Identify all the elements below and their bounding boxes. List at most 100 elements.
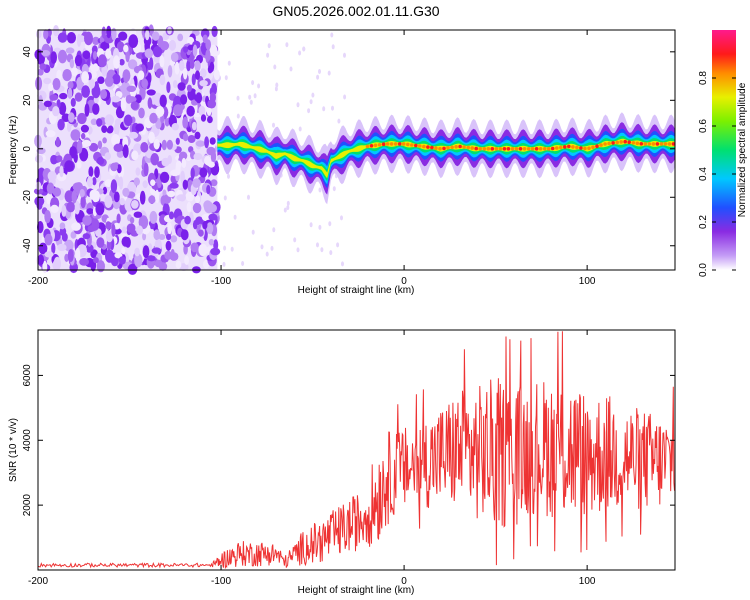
noise-blob — [187, 135, 196, 143]
noise-blob — [208, 213, 218, 221]
ridge-peak-dot — [510, 147, 515, 151]
noise-blob — [67, 249, 74, 262]
noise-blob — [112, 73, 121, 85]
noise-blob — [202, 34, 208, 44]
snr-x-axis-label: Height of straight line (km) — [298, 585, 415, 596]
ridge-peak-dot — [418, 144, 422, 148]
ridge-peak-dot — [486, 147, 491, 151]
noise-blob — [111, 95, 121, 103]
noise-blob — [210, 179, 218, 187]
snr-y-tick-label: 6000 — [22, 364, 33, 387]
noise-speck — [330, 32, 334, 38]
noise-blob — [180, 229, 189, 241]
noise-blob — [105, 221, 112, 230]
noise-blob — [48, 83, 54, 92]
spectrogram-frame — [37, 29, 676, 271]
noise-blob — [199, 80, 208, 87]
noise-blob — [184, 215, 191, 225]
noise-blob — [186, 84, 192, 93]
snr-line — [37, 331, 675, 570]
noise-blob — [92, 51, 98, 60]
ridge-peak-dot — [462, 145, 466, 149]
noise-blob — [91, 84, 101, 99]
noise-blob — [57, 32, 68, 43]
noise-blob — [39, 63, 47, 70]
noise-blob — [105, 48, 112, 59]
noise-blob — [66, 121, 72, 132]
ridge-peak-dot — [498, 147, 503, 151]
noise-speck — [327, 70, 331, 76]
ridge-peak-dot — [583, 146, 587, 151]
noise-speck — [223, 195, 227, 201]
noise-speck — [285, 42, 289, 48]
noise-blob — [104, 114, 115, 126]
colorbar-tick-label: 0.6 — [698, 119, 709, 133]
noise-blob — [80, 124, 89, 133]
noise-blob — [199, 167, 208, 178]
noise-blob — [177, 82, 186, 91]
noise-blob — [77, 112, 87, 125]
noise-blob — [127, 263, 138, 275]
noise-blob — [111, 27, 117, 41]
ridge-peak-dot — [639, 142, 644, 146]
ridge-peak-dot — [406, 142, 410, 147]
noise-blob — [71, 222, 81, 231]
snr-x-tick-label: 0 — [401, 576, 407, 587]
noise-blob — [96, 48, 104, 56]
snr-y-tick-label: 4000 — [22, 429, 33, 452]
noise-blob — [69, 58, 75, 69]
noise-blob — [68, 112, 75, 123]
noise-blob — [121, 236, 130, 247]
noise-blob — [129, 131, 139, 139]
noise-blob — [210, 247, 221, 256]
noise-speck — [236, 113, 240, 119]
ridge-peak-dot — [442, 146, 446, 151]
ridge-peak-dot — [615, 140, 619, 145]
noise-blob — [149, 210, 158, 224]
noise-blob — [52, 187, 62, 197]
snr-series — [37, 331, 675, 570]
noise-blob — [148, 131, 155, 144]
noise-blob — [195, 140, 206, 147]
noise-speck — [247, 194, 250, 200]
noise-blob — [118, 176, 124, 190]
noise-speck — [270, 245, 274, 251]
noise-blob — [96, 118, 103, 127]
noise-blob — [113, 143, 124, 152]
noise-blob — [138, 107, 145, 119]
colorbar: 0.0 0.2 0.4 0.6 0.8 Normalized spectral ampl… — [698, 30, 748, 277]
ridge-peak-dot — [591, 145, 595, 149]
ridge-peak-dot — [603, 142, 607, 146]
noise-blob — [134, 247, 140, 257]
ridge-peak-dot — [373, 143, 378, 148]
noise-blob — [88, 166, 94, 178]
noise-speck — [307, 108, 311, 114]
noise-blob — [102, 137, 107, 144]
noise-blob — [82, 215, 92, 226]
noise-speck — [223, 245, 227, 251]
noise-blob — [121, 247, 126, 255]
noise-speck — [316, 242, 319, 248]
noise-blob — [150, 153, 159, 166]
ridge-peak-dot — [587, 146, 591, 151]
noise-blob — [91, 218, 100, 231]
noise-blob — [96, 260, 106, 273]
ridge-peak-dot — [506, 147, 511, 151]
noise-blob — [157, 180, 162, 189]
noise-blob — [177, 33, 184, 42]
noise-blob — [147, 72, 152, 84]
noise-blob — [172, 80, 178, 89]
noise-blob — [84, 103, 90, 117]
noise-blob — [71, 67, 78, 77]
noise-speck — [267, 43, 271, 49]
noise-blob — [53, 256, 61, 271]
noise-blob — [79, 258, 89, 266]
noise-speck — [274, 86, 278, 92]
noise-blob — [209, 44, 218, 57]
noise-blob — [75, 247, 81, 262]
noise-blob — [178, 60, 185, 71]
noise-blob — [46, 193, 51, 205]
ridge-peak-dot — [434, 146, 438, 150]
noise-blob — [74, 92, 83, 102]
noise-blob — [180, 94, 188, 105]
